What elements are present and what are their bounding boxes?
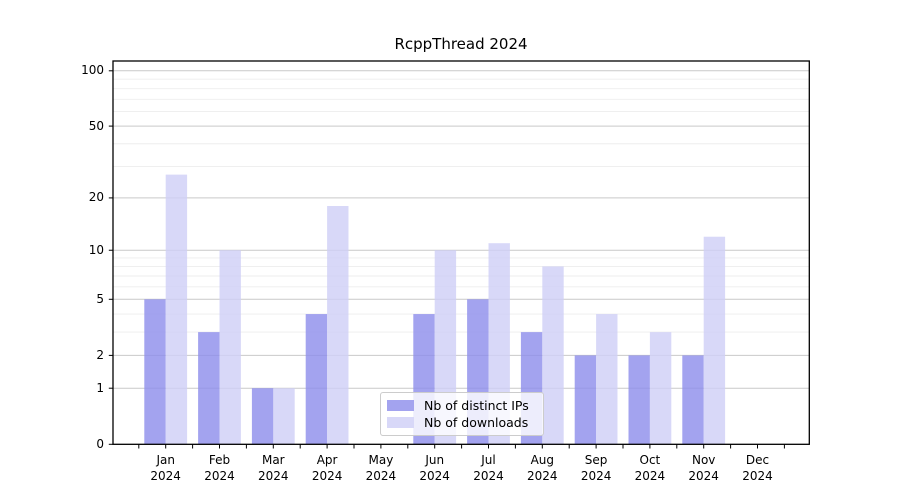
x-tick-label-year-jun: 2024: [419, 469, 450, 483]
bar-distinct-ips-mar: [251, 388, 274, 445]
bar-downloads-oct: [649, 332, 672, 445]
y-tick-label-0: 0: [96, 436, 104, 451]
legend-item-distinct-ips: Nb of distinct IPs: [387, 398, 535, 413]
legend-item-downloads: Nb of downloads: [387, 415, 535, 430]
legend-label-downloads: Nb of downloads: [424, 415, 529, 430]
chart-title: RcppThread 2024: [394, 35, 528, 53]
bar-downloads-apr: [327, 206, 349, 445]
x-tick-label-month-apr: Apr: [316, 453, 338, 467]
x-tick-label-month-sep: Sep: [584, 453, 608, 467]
x-tick-label-month-mar: Mar: [261, 453, 285, 467]
x-tick-label-year-may: 2024: [365, 469, 397, 483]
bar-distinct-ips-feb: [198, 332, 220, 445]
bar-distinct-ips-jan: [144, 299, 166, 445]
bar-downloads-sep: [596, 314, 618, 445]
legend-swatch-distinct-ips: [387, 400, 414, 411]
x-tick-label-year-feb: 2024: [204, 469, 235, 483]
legend-label-distinct-ips: Nb of distinct IPs: [424, 398, 529, 413]
x-tick-label-year-oct: 2024: [634, 469, 666, 483]
x-tick-label-year-mar: 2024: [258, 469, 289, 483]
x-tick-label-year-jul: 2024: [473, 469, 504, 483]
x-tick-label-year-apr: 2024: [311, 469, 343, 483]
bar-distinct-ips-nov: [682, 355, 704, 445]
x-tick-label-month-jun: Jun: [425, 453, 445, 467]
x-tick-label-month-nov: Nov: [691, 453, 716, 467]
bar-downloads-mar: [273, 388, 295, 445]
y-tick-label-2: 2: [96, 347, 104, 362]
y-tick-label-50: 50: [88, 118, 104, 133]
y-tick-label-5: 5: [96, 291, 104, 306]
bar-downloads-jan: [165, 174, 188, 445]
legend-swatch-downloads: [387, 417, 414, 428]
y-tick-label-20: 20: [88, 190, 104, 205]
bar-downloads-aug: [542, 266, 564, 445]
y-tick-label-10: 10: [88, 242, 104, 257]
x-tick-label-month-may: May: [368, 453, 394, 467]
x-tick-label-month-jan: Jan: [156, 453, 175, 467]
bar-downloads-nov: [703, 236, 726, 445]
x-tick-label-year-jan: 2024: [150, 469, 181, 483]
x-tick-label-year-nov: 2024: [688, 469, 719, 483]
legend: Nb of distinct IPs Nb of downloads: [380, 392, 544, 436]
bar-distinct-ips-apr: [305, 314, 328, 445]
bar-downloads-feb: [219, 250, 241, 445]
x-tick-label-month-jul: Jul: [481, 453, 496, 467]
x-tick-label-year-aug: 2024: [527, 469, 558, 483]
bar-distinct-ips-sep: [574, 355, 597, 445]
y-tick-label-100: 100: [81, 63, 104, 78]
bar-distinct-ips-oct: [628, 355, 650, 445]
x-tick-label-year-sep: 2024: [580, 469, 612, 483]
x-tick-label-month-aug: Aug: [530, 453, 555, 467]
y-tick-label-1: 1: [96, 380, 104, 395]
x-tick-label-year-dec: 2024: [742, 469, 773, 483]
x-tick-label-month-dec: Dec: [745, 453, 770, 467]
x-tick-label-month-feb: Feb: [208, 453, 231, 467]
x-tick-label-month-oct: Oct: [639, 453, 661, 467]
